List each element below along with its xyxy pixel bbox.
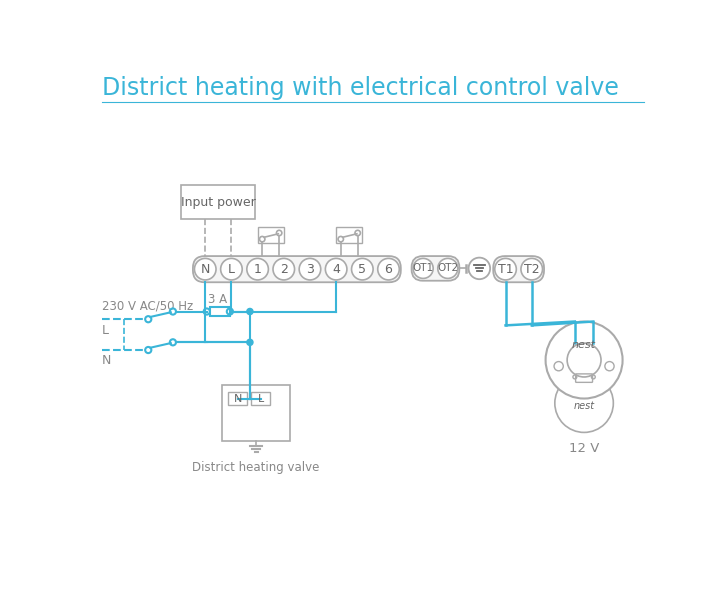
Circle shape xyxy=(438,258,458,279)
Text: L: L xyxy=(228,263,235,276)
Circle shape xyxy=(555,374,614,432)
Bar xyxy=(251,391,270,406)
Text: N: N xyxy=(102,354,111,367)
Circle shape xyxy=(352,258,373,280)
Circle shape xyxy=(247,308,253,315)
Text: L: L xyxy=(258,394,264,403)
Text: 3: 3 xyxy=(306,263,314,276)
Text: 5: 5 xyxy=(358,263,366,276)
Text: OT1: OT1 xyxy=(413,263,434,273)
FancyBboxPatch shape xyxy=(411,256,459,281)
Circle shape xyxy=(247,339,253,345)
Circle shape xyxy=(521,258,542,280)
Text: nest: nest xyxy=(574,401,595,411)
Text: 6: 6 xyxy=(384,263,392,276)
Text: L: L xyxy=(102,324,109,336)
Text: 2: 2 xyxy=(280,263,288,276)
Circle shape xyxy=(545,321,622,399)
Text: OT2: OT2 xyxy=(438,263,459,273)
Circle shape xyxy=(247,258,269,280)
Circle shape xyxy=(325,258,347,280)
Circle shape xyxy=(469,258,490,279)
Text: District heating valve: District heating valve xyxy=(192,461,320,474)
FancyBboxPatch shape xyxy=(193,256,401,282)
Bar xyxy=(181,185,256,219)
Bar xyxy=(229,391,247,406)
Text: T1: T1 xyxy=(498,263,513,276)
Circle shape xyxy=(273,258,295,280)
FancyBboxPatch shape xyxy=(494,256,544,282)
Text: Input power: Input power xyxy=(181,195,256,208)
Text: 3 A: 3 A xyxy=(208,293,227,307)
Text: nest: nest xyxy=(572,340,596,350)
Circle shape xyxy=(221,258,242,280)
Text: 4: 4 xyxy=(332,263,340,276)
Bar xyxy=(210,307,230,316)
Bar xyxy=(222,386,290,441)
Text: 1: 1 xyxy=(253,263,261,276)
Circle shape xyxy=(414,258,433,279)
Circle shape xyxy=(378,258,399,280)
Text: 230 V AC/50 Hz: 230 V AC/50 Hz xyxy=(102,299,194,312)
Text: T2: T2 xyxy=(524,263,539,276)
Text: N: N xyxy=(200,263,210,276)
Circle shape xyxy=(194,258,216,280)
Text: District heating with electrical control valve: District heating with electrical control… xyxy=(102,76,619,100)
Text: N: N xyxy=(234,394,242,403)
Circle shape xyxy=(299,258,321,280)
Text: 12 V: 12 V xyxy=(569,442,599,454)
Circle shape xyxy=(495,258,516,280)
